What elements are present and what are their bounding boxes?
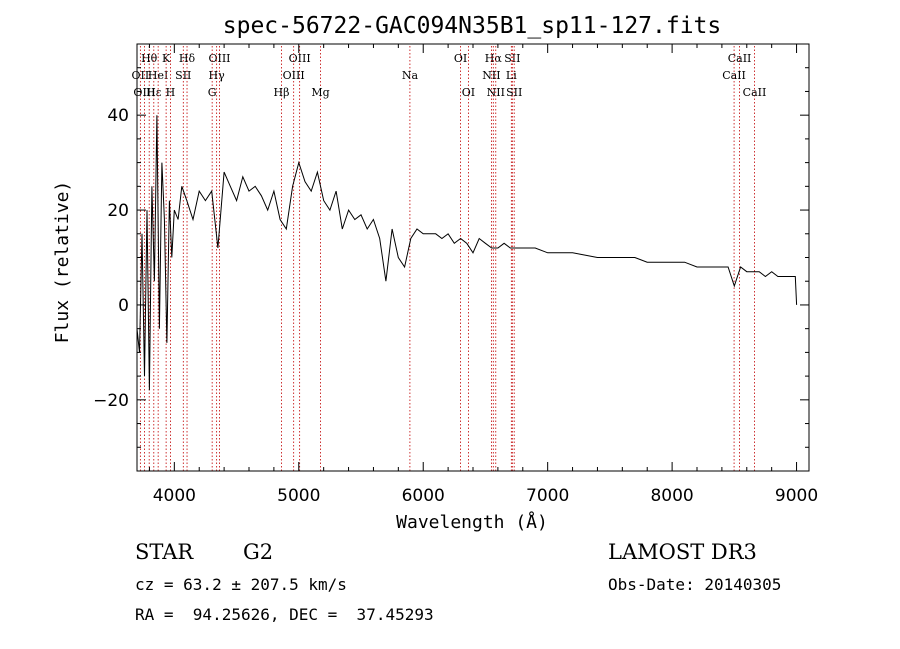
y-tick-label-0: 0 [118, 296, 129, 316]
y-axis-label: Flux (relative) [52, 181, 73, 344]
line-label-16: Na [402, 69, 419, 82]
observation-date: Obs-Date: 20140305 [608, 575, 782, 594]
line-label-4: HeI [148, 69, 168, 82]
line-label-2: OIII [133, 86, 155, 99]
chart-title: spec-56722-GAC094N35B1_sp11-127.fits [223, 13, 722, 39]
y-tick-label--20: −20 [93, 391, 129, 411]
line-label-13: OIII [289, 52, 311, 65]
line-label-0: Hθ [141, 52, 158, 65]
line-label-8: Hδ [179, 52, 196, 65]
line-label-21: NII [487, 86, 505, 99]
x-axis-label: Wavelength (Å) [396, 511, 548, 533]
line-label-25: CaII [728, 52, 752, 65]
plot-frame [136, 43, 810, 472]
y-tick-label-20: 20 [107, 201, 129, 221]
line-label-10: Hγ [209, 69, 226, 82]
line-label-11: G [208, 86, 217, 99]
spectrum-chart: spec-56722-GAC094N35B1_sp11-127.fits Hθ O… [52, 13, 818, 533]
line-label-23: Li [506, 69, 517, 82]
line-label-19: Hα [485, 52, 503, 65]
line-label-24: SII [506, 86, 522, 99]
x-tick-label-5000: 5000 [277, 486, 320, 506]
line-label-22: SII [504, 52, 520, 65]
object-subclass: G2 [243, 540, 274, 564]
line-label-20: NII [482, 69, 500, 82]
line-label-27: CaII [743, 86, 767, 99]
y-tick-label-40: 40 [107, 106, 129, 126]
line-label-26: CaII [722, 69, 746, 82]
line-label-14: OIII [283, 69, 305, 82]
line-label-15: Mg [311, 86, 329, 99]
object-class: STAR [135, 540, 194, 564]
line-label-6: H [166, 86, 176, 99]
line-label-7: SII [175, 69, 191, 82]
line-label-1: OII [132, 69, 150, 82]
line-label-12: Hβ [274, 86, 290, 99]
x-tick-label-8000: 8000 [650, 486, 693, 506]
x-tick-label-9000: 9000 [775, 486, 818, 506]
line-label-9: OIII [208, 52, 230, 65]
x-tick-label-6000: 6000 [402, 486, 445, 506]
line-label-3: Hε [146, 86, 162, 99]
series-flux [136, 115, 798, 391]
x-tick-label-7000: 7000 [526, 486, 569, 506]
line-label-5: K [162, 52, 171, 65]
line-label-17: OI [454, 52, 467, 65]
flux-series [136, 115, 798, 391]
survey-name: LAMOST DR3 [608, 540, 757, 564]
line-label-18: OI [462, 86, 475, 99]
x-tick-label-4000: 4000 [153, 486, 196, 506]
redshift-readout: cz = 63.2 ± 207.5 km/s [135, 575, 347, 594]
axis-ticks: 4000 5000 6000 7000 8000 9000 −20 0 20 40 [93, 44, 818, 506]
coordinates-readout: RA = 94.25626, DEC = 37.45293 [135, 605, 434, 624]
